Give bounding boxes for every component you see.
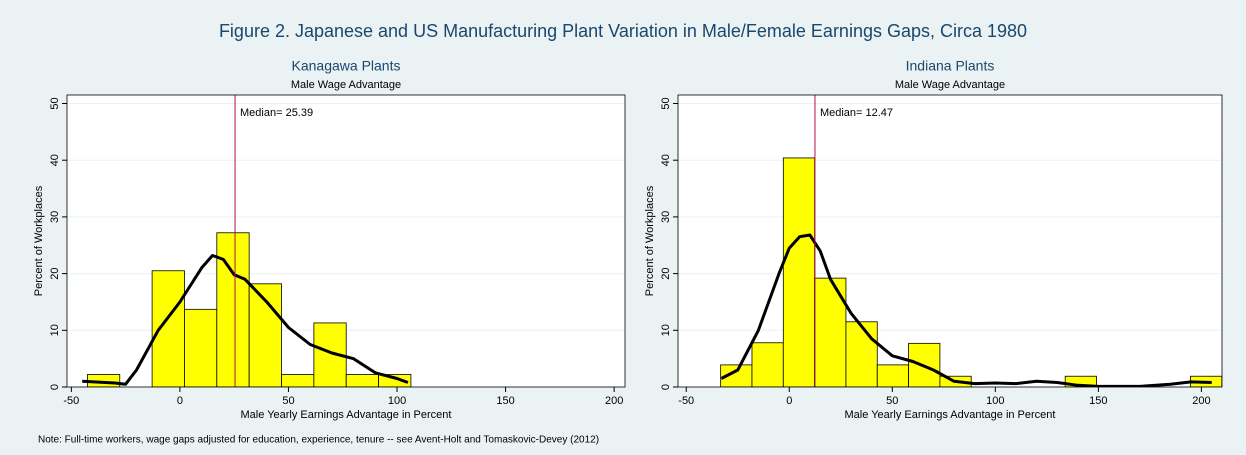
y-tick-label: 50 bbox=[660, 97, 672, 109]
histogram-bar bbox=[845, 321, 878, 387]
x-tick-label: 100 bbox=[986, 395, 1004, 407]
x-tick-label: 200 bbox=[605, 395, 623, 407]
density-curve bbox=[82, 254, 409, 386]
x-tick-label: 100 bbox=[388, 395, 406, 407]
histogram-bar bbox=[345, 374, 379, 387]
x-tick-label: 50 bbox=[282, 395, 294, 407]
note: Note: Full-time workers, wage gaps adjus… bbox=[38, 435, 599, 446]
histogram-bar bbox=[184, 308, 218, 387]
y-tick-label: 50 bbox=[49, 97, 61, 109]
median-label: Median= 12.47 bbox=[820, 107, 893, 119]
y-tick-label: 10 bbox=[660, 324, 672, 336]
plot-marks bbox=[720, 95, 1222, 387]
chart-title: Indiana Plants bbox=[906, 58, 995, 74]
figure-title: Figure 2. Japanese and US Manufacturing … bbox=[219, 21, 1027, 41]
y-tick-label: 0 bbox=[660, 384, 672, 390]
x-tick-label: 150 bbox=[496, 395, 514, 407]
x-tick-label: 200 bbox=[1192, 395, 1210, 407]
y-tick-label: 0 bbox=[49, 384, 61, 390]
x-tick-label: 0 bbox=[177, 395, 183, 407]
plot-marks bbox=[82, 95, 412, 387]
x-tick-label: -50 bbox=[63, 395, 79, 407]
x-tick-label: -50 bbox=[678, 395, 694, 407]
y-tick-label: 20 bbox=[660, 267, 672, 279]
y-tick-label: 30 bbox=[49, 211, 61, 223]
histogram-bar bbox=[378, 374, 412, 387]
y-axis-label: Percent of Workplaces bbox=[644, 185, 656, 296]
y-tick-label: 40 bbox=[660, 154, 672, 166]
plot-area bbox=[678, 95, 1222, 387]
y-tick-label: 10 bbox=[49, 324, 61, 336]
chart-subtitle: Male Wage Advantage bbox=[291, 79, 401, 91]
x-axis-label: Male Yearly Earnings Advantage in Percen… bbox=[845, 409, 1056, 421]
x-tick-label: 0 bbox=[786, 395, 792, 407]
histogram-bar bbox=[751, 342, 784, 387]
y-tick-label: 40 bbox=[49, 154, 61, 166]
x-tick-label: 50 bbox=[886, 395, 898, 407]
plot-frame bbox=[677, 94, 1223, 388]
histogram-bar bbox=[782, 157, 816, 387]
y-axis-label: Percent of Workplaces bbox=[33, 185, 45, 296]
median-label: Median= 25.39 bbox=[240, 107, 313, 119]
chart-title: Kanagawa Plants bbox=[292, 58, 401, 74]
histogram-bar bbox=[216, 232, 250, 387]
x-axis-label: Male Yearly Earnings Advantage in Percen… bbox=[241, 409, 452, 421]
plot-frame bbox=[66, 94, 626, 388]
x-tick-label: 150 bbox=[1089, 395, 1107, 407]
density-curve bbox=[720, 233, 1212, 387]
histogram-bar bbox=[151, 270, 185, 387]
y-tick-label: 20 bbox=[49, 267, 61, 279]
y-tick-label: 30 bbox=[660, 211, 672, 223]
histogram-bar bbox=[876, 364, 909, 387]
histogram-bar bbox=[281, 374, 315, 387]
chart-subtitle: Male Wage Advantage bbox=[895, 79, 1005, 91]
